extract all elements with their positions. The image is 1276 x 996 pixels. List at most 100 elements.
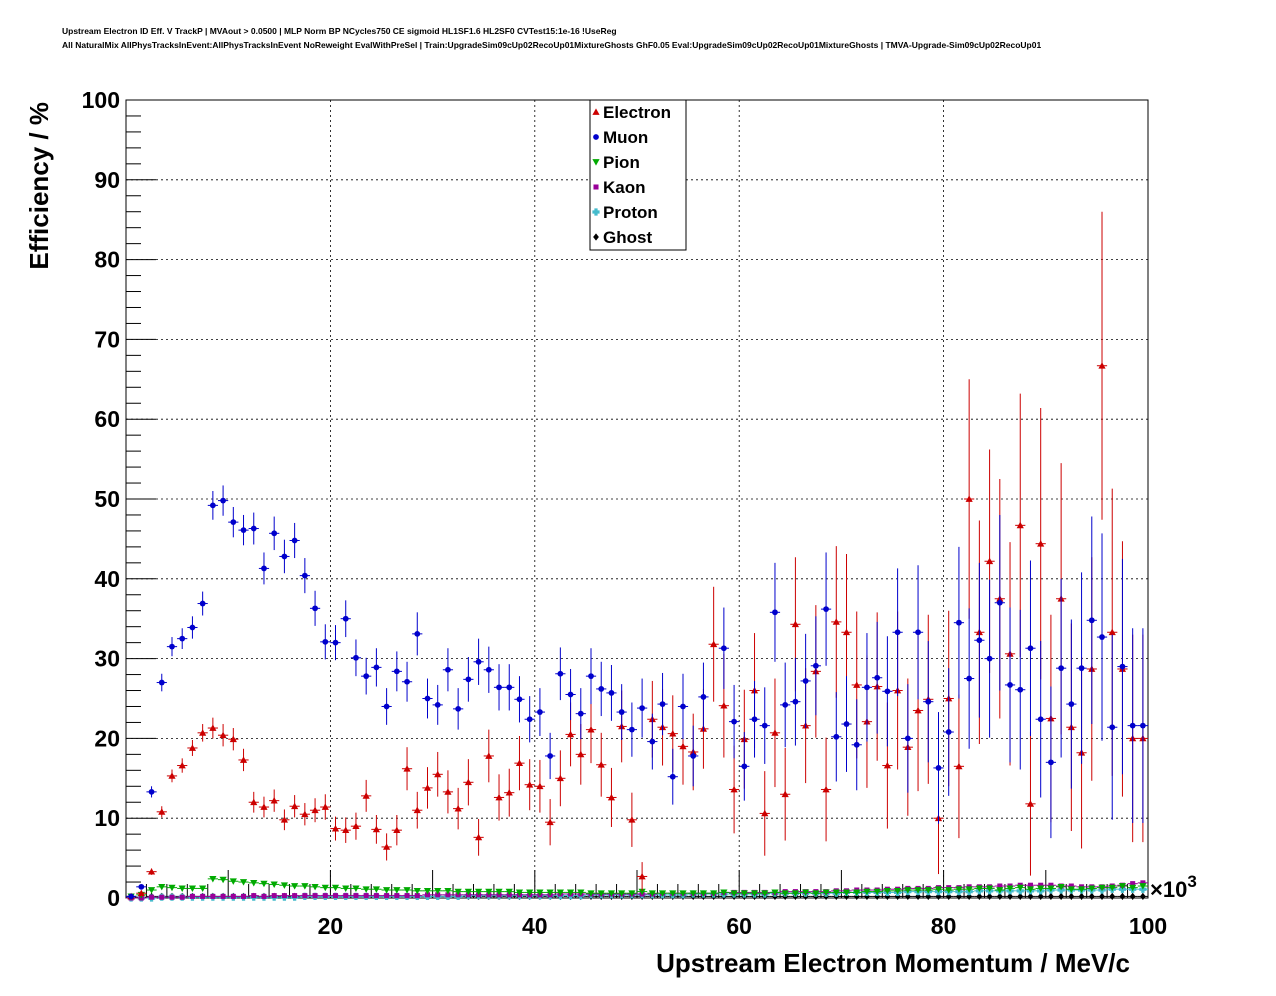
electron-point-71 [853, 681, 861, 688]
muon-point-29 [424, 695, 431, 702]
ghost-point-87 [1017, 892, 1024, 901]
pion-point-21 [342, 885, 350, 893]
electron-point-21 [342, 826, 350, 834]
ghost-point-95 [1099, 892, 1105, 901]
pion-point-2 [147, 887, 156, 894]
legend-label-muon: Muon [603, 128, 648, 147]
muon-point-16 [291, 537, 298, 544]
ghost-point-86 [1007, 892, 1013, 901]
electron-point-50 [638, 872, 646, 880]
muon-point-10 [230, 519, 237, 526]
kaon-point-30 [435, 892, 441, 898]
legend-box [589, 99, 687, 251]
pion-point-53 [669, 890, 677, 897]
pion-point-51 [648, 890, 656, 897]
electron-point-47 [607, 793, 616, 801]
x-tick-label-0: 20 [318, 913, 344, 939]
electron-point-3 [158, 808, 166, 815]
y-tick-label-3: 30 [94, 646, 120, 672]
pion-point-97 [1118, 883, 1127, 890]
pion-point-82 [965, 886, 973, 893]
pion-point-26 [393, 887, 401, 894]
ghost-point-85 [996, 892, 1003, 901]
pion-point-60 [740, 890, 748, 897]
pion-point-84 [985, 885, 994, 893]
electron-point-5 [178, 761, 186, 769]
kaon-point-85 [997, 883, 1003, 889]
pion-point-18 [311, 883, 319, 891]
kaon-point-14 [271, 893, 277, 899]
muon-point-75 [894, 629, 901, 636]
electron-point-11 [239, 756, 248, 763]
pion-point-78 [924, 887, 932, 894]
pion-point-87 [1016, 884, 1024, 892]
pion-point-46 [597, 890, 605, 897]
muon-point-83 [976, 637, 983, 644]
pion-point-77 [914, 887, 922, 894]
muon-point-8 [209, 502, 216, 509]
electron-point-46 [597, 761, 605, 768]
muon-point-73 [874, 674, 881, 681]
pion-point-50 [638, 888, 646, 896]
pion-point-43 [566, 889, 575, 897]
muon-point-31 [445, 666, 451, 673]
legend-marker-proton [592, 208, 600, 216]
pion-point-27 [403, 887, 411, 894]
kaon-point-9 [220, 893, 226, 899]
pion-point-73 [873, 888, 881, 896]
muon-point-56 [700, 694, 707, 700]
electron-point-20 [331, 824, 340, 832]
muon-point-17 [301, 572, 308, 579]
muon-point-59 [731, 718, 737, 725]
pion-point-61 [750, 890, 759, 897]
muon-point-15 [281, 553, 288, 560]
pion-point-55 [689, 890, 697, 897]
electron-point-81 [955, 762, 963, 770]
electron-point-35 [485, 752, 493, 759]
x-tick-label-1: 40 [522, 913, 548, 939]
pion-point-85 [996, 887, 1004, 894]
pion-point-69 [832, 889, 840, 897]
electron-point-24 [372, 825, 380, 833]
muon-point-18 [312, 605, 318, 612]
muon-point-80 [945, 729, 952, 735]
muon-point-43 [567, 691, 574, 698]
legend-marker-pion [592, 159, 600, 166]
muon-point-74 [884, 688, 891, 695]
x-axis-exponent: ×103 [1150, 872, 1197, 902]
kaon-point-88 [1027, 882, 1033, 888]
muon-point-81 [956, 619, 962, 626]
pion-point-48 [618, 890, 626, 897]
pion-point-28 [413, 887, 421, 895]
plot-title-line-2: All NaturalMix AllPhysTracksInEvent:AllP… [62, 40, 1042, 50]
muon-point-64 [782, 702, 789, 708]
kaon-point-89 [1038, 882, 1044, 888]
pion-point-17 [301, 883, 309, 890]
muon-point-5 [179, 635, 186, 642]
pion-point-32 [454, 888, 462, 896]
electron-point-95 [1098, 362, 1106, 369]
muon-point-61 [751, 716, 758, 723]
muon-point-25 [383, 703, 390, 710]
muon-point-70 [843, 721, 850, 727]
electron-point-2 [147, 868, 156, 875]
pion-point-71 [853, 889, 861, 897]
pion-point-24 [372, 886, 380, 893]
muon-point-62 [761, 722, 768, 729]
electron-point-63 [771, 729, 779, 736]
electron-point-23 [362, 792, 370, 799]
muon-point-71 [853, 741, 860, 748]
muon-point-96 [1109, 724, 1116, 731]
muon-point-50 [639, 705, 645, 711]
electron-point-42 [556, 774, 564, 782]
pion-point-35 [485, 888, 493, 896]
muon-point-32 [455, 705, 462, 712]
electron-point-8 [209, 724, 217, 731]
muon-point-40 [537, 709, 543, 715]
muon-point-51 [649, 738, 656, 745]
muon-point-77 [915, 629, 921, 636]
muon-point-88 [1027, 645, 1034, 652]
muon-point-39 [526, 716, 533, 723]
ghost-point-83 [976, 892, 983, 901]
muon-point-93 [1078, 665, 1085, 672]
